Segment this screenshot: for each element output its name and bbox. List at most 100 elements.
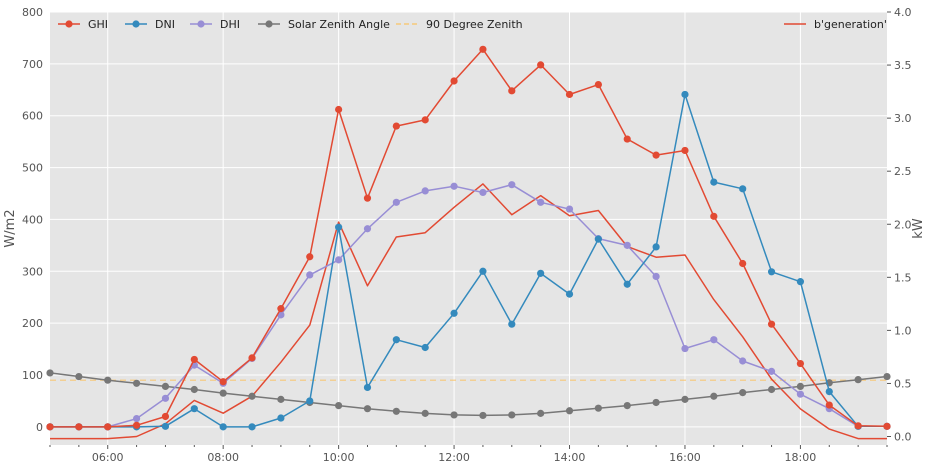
data-point-dhi [739,357,747,365]
y-tick-label: 600 [22,110,43,123]
data-point-solar-zenith-angle [767,385,776,394]
data-point-ghi [161,412,170,421]
data-point-solar-zenith-angle [883,372,891,381]
data-point-dhi [652,272,660,281]
y-tick-label: 500 [22,162,43,175]
data-point-ghi [219,378,227,386]
y-tick-label: 200 [22,317,43,330]
data-point-dni [767,268,776,276]
x-tick-label: 06:00 [92,451,124,464]
series-line-solar-zenith-angle [49,372,888,417]
legend-right: b'generation' [784,18,887,31]
y2-tick-label: 2.5 [894,165,912,178]
data-point-solar-zenith-angle [132,379,141,387]
data-point-ghi [508,87,516,95]
data-point-dhi [335,256,343,264]
data-point-ghi [796,359,805,368]
series-layer [46,45,891,440]
data-point-solar-zenith-angle [392,407,400,415]
data-point-solar-zenith-angle [652,398,660,407]
y2-tick-label: 2.0 [894,218,912,231]
data-point-dni [190,405,198,413]
x-tick-label: 08:00 [207,451,239,464]
data-point-ghi [363,194,372,202]
y-axis-label-right: kW [911,218,926,239]
data-point-ghi [104,423,112,431]
data-point-ghi [248,354,256,362]
data-point-dhi [767,367,776,375]
legend-left: GHI DNI DHI Solar Zenith Angle 90 Degree Zen… [58,18,523,31]
data-point-dhi [565,205,574,213]
data-point-dhi [508,181,516,189]
data-point-ghi [623,135,631,143]
series-line-ghi [50,48,888,428]
x-tick-label: 12:00 [438,451,470,464]
data-point-dhi [710,336,718,344]
data-point-ghi [739,259,747,268]
data-point-ghi [594,80,602,89]
legend-item-generation: b'generation' [784,18,887,31]
data-point-dni [306,397,314,405]
data-point-solar-zenith-angle [46,369,54,377]
data-point-ghi [854,422,862,430]
data-point-dni [363,383,372,392]
data-point-dhi [681,344,689,353]
y-tick-label: 700 [22,58,43,71]
data-point-ghi [392,122,400,130]
data-point-dni [796,278,805,286]
data-point-dni [710,178,718,186]
data-point-dni [161,422,170,430]
legend-label: DHI [220,18,240,31]
data-point-ghi [335,105,343,114]
legend-item-90-degree-zenith: 90 Degree Zenith [396,18,523,31]
data-point-dhi [421,187,429,195]
x-tick-label: 18:00 [785,451,817,464]
data-point-ghi [681,146,689,155]
y-tick-label: 400 [22,213,43,226]
legend-item-dhi: DHI [190,18,240,31]
x-tick-label: 16:00 [669,451,701,464]
y-tick-label: 100 [22,369,43,382]
data-point-ghi [190,355,198,364]
data-point-dni [681,90,689,99]
data-point-dhi [796,390,805,398]
y2-tick-label: 3.5 [894,59,912,72]
data-point-ghi [132,421,141,429]
legend-item-solar-zenith-angle: Solar Zenith Angle [258,18,390,31]
data-point-dni [219,423,227,431]
data-point-dhi [306,271,314,279]
y-axis-label-left: W/m2 [3,209,18,247]
data-point-ghi [450,77,458,85]
data-point-ghi [825,401,833,409]
data-point-solar-zenith-angle [277,395,285,403]
data-point-dni [565,290,574,298]
data-point-solar-zenith-angle [75,372,83,381]
data-point-dni [479,267,487,275]
data-point-dhi [392,198,400,206]
data-point-ghi [277,305,285,313]
data-point-dni [392,336,400,344]
data-point-dni [739,185,747,193]
plot-background [50,12,887,445]
data-point-ghi [652,151,660,159]
data-point-ghi [767,320,776,328]
data-point-dhi [450,182,458,190]
data-point-dni [508,320,516,328]
y-tick-label: 800 [22,6,43,19]
legend-label: b'generation' [814,18,887,31]
legend-label: 90 Degree Zenith [426,18,523,31]
data-point-dhi [479,188,487,197]
data-point-solar-zenith-angle [479,411,487,420]
data-point-solar-zenith-angle [796,382,805,391]
data-point-dhi [132,414,141,423]
data-point-solar-zenith-angle [190,385,198,394]
x-tick-label: 14:00 [554,451,586,464]
y-axis-right: 0.0 0.5 1.0 1.5 2.0 2.5 3.0 3.5 4.0 [887,6,912,444]
data-point-solar-zenith-angle [421,409,429,417]
data-point-solar-zenith-angle [681,395,689,403]
data-point-dni [594,235,602,243]
data-point-solar-zenith-angle [104,376,112,384]
data-point-ghi [537,61,545,69]
data-point-dni [623,280,631,288]
